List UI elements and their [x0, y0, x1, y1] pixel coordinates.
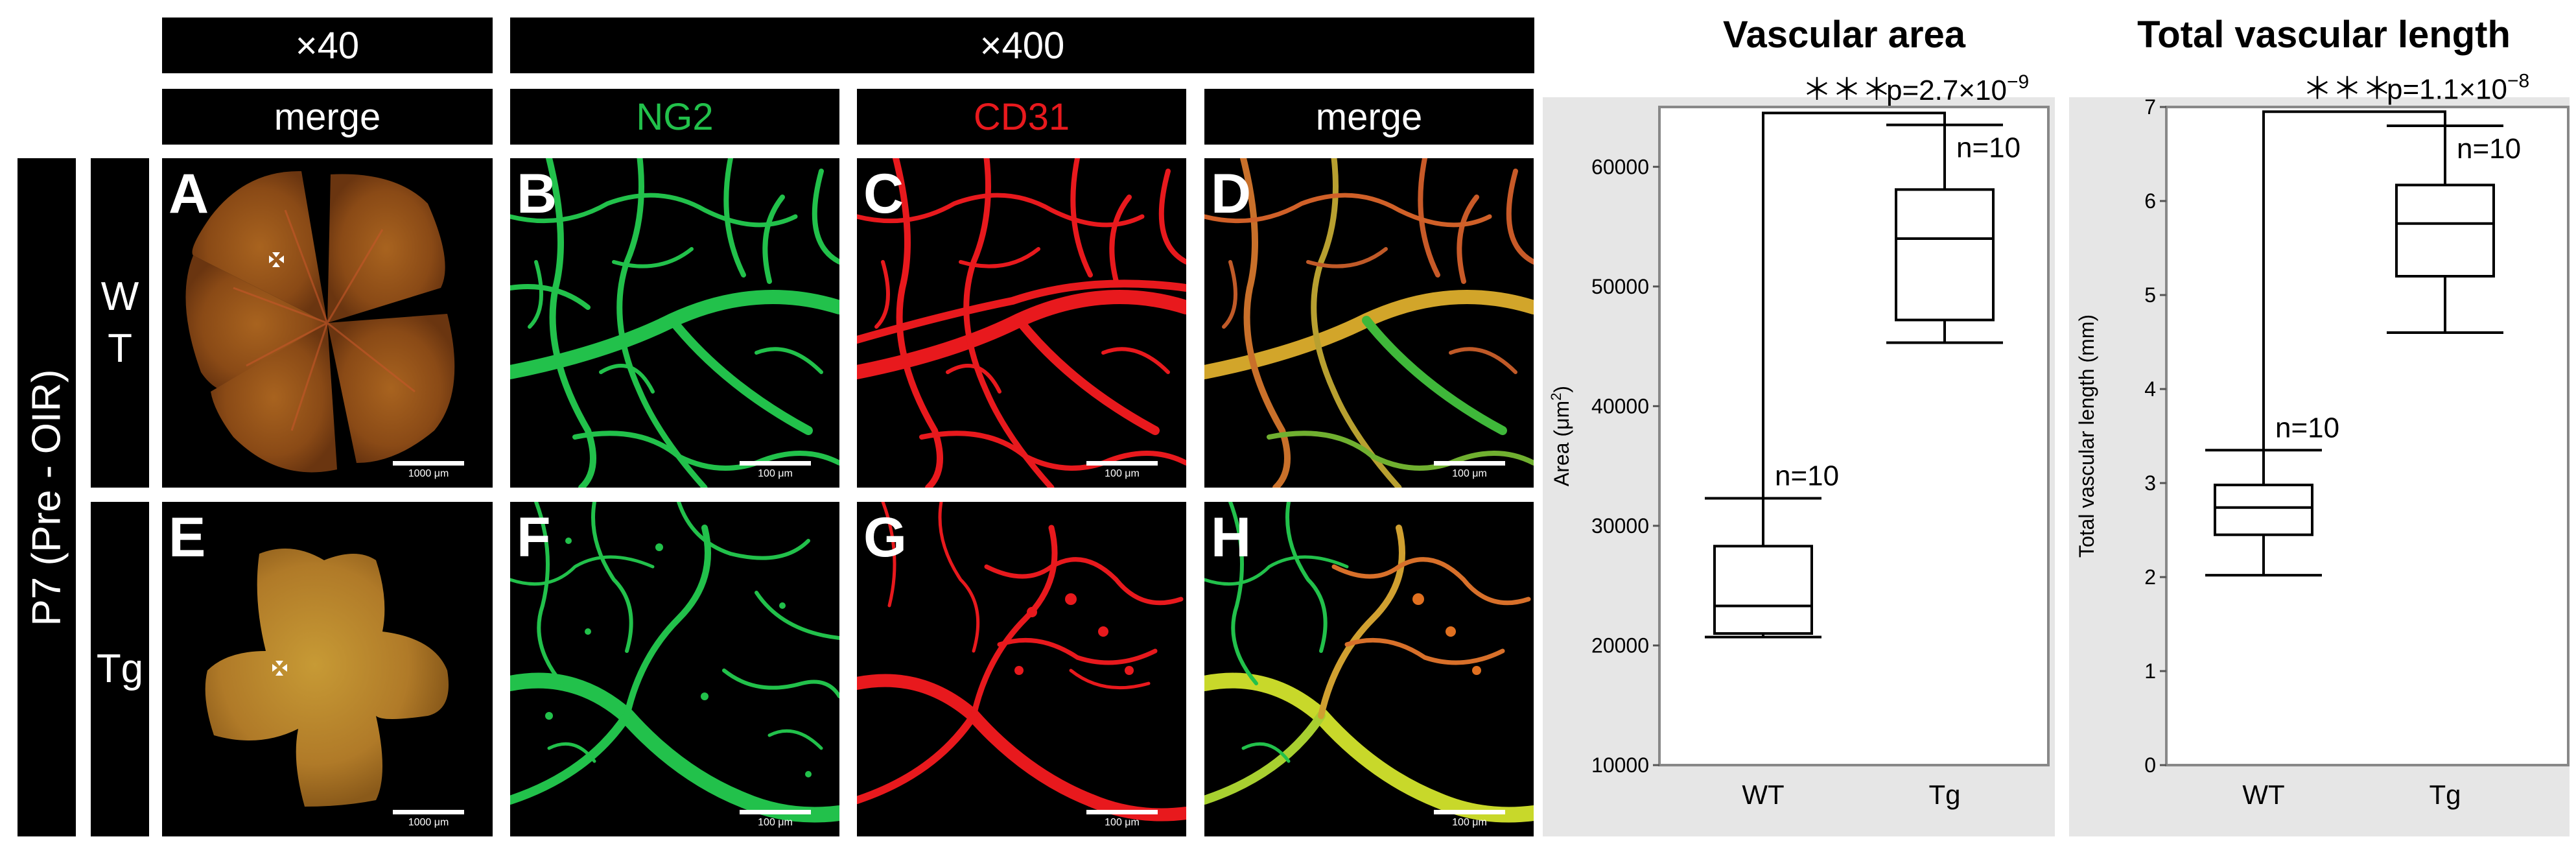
scale-bar-label: 100 μm	[1452, 817, 1487, 828]
row-tg-text: Tg	[96, 646, 144, 691]
col-merge-high-label: merge	[1315, 95, 1423, 138]
n-label: n=10	[2457, 133, 2521, 165]
chart-title-vascular-area: Vascular area	[1722, 14, 1966, 56]
y-tick-label: 5	[2144, 283, 2156, 307]
cd31-wt-image	[857, 158, 1186, 488]
mag-high-label: ×400	[979, 24, 1065, 67]
box-tg	[2395, 183, 2495, 278]
y-tick-label: 40000	[1591, 394, 1649, 418]
y-axis-label: Total vascular length (mm)	[2075, 314, 2098, 558]
column-header-merge-high: merge	[1204, 89, 1534, 145]
y-tick-label: 30000	[1591, 514, 1649, 538]
y-tick-label: 2	[2144, 565, 2156, 589]
y-axis-label: Area (μm2)	[1548, 386, 1573, 486]
x-tick-label: Tg	[2429, 779, 2461, 810]
merge-wt-image	[1204, 158, 1534, 488]
y-tick-label: 50000	[1591, 275, 1649, 298]
scale-bar-label: 1000 μm	[408, 817, 449, 828]
panel-letter-h: H	[1211, 506, 1252, 569]
scale-bar	[1086, 810, 1158, 814]
col-merge-low-label: merge	[274, 95, 381, 138]
ng2-tg-image	[510, 502, 839, 823]
significance-bracket	[2262, 110, 2446, 451]
panel-a: A 1000 μm	[162, 158, 493, 488]
panel-letter-c: C	[863, 163, 904, 225]
y-tick-label: 7	[2144, 95, 2156, 119]
scale-bar	[1434, 810, 1505, 814]
panel-g: G 100 μm	[857, 502, 1186, 836]
scale-bar-label: 100 μm	[758, 817, 793, 828]
retina-tg-image	[205, 549, 449, 807]
col-cd31-label: CD31	[973, 95, 1070, 138]
panel-letter-d: D	[1211, 163, 1252, 225]
scale-bar-label: 100 μm	[1452, 468, 1487, 479]
x-tick-label: WT	[1742, 779, 1784, 810]
chart-title-total-vascular-length: Total vascular length	[2137, 14, 2511, 56]
box-tg	[1895, 188, 1995, 322]
panel-letter-f: F	[517, 506, 551, 569]
scale-bar	[1086, 461, 1158, 466]
n-label: n=10	[2275, 412, 2339, 444]
total-vascular-length-box-plot: 0 1 2 3 4 5 6 7 Total vascular length (mm) n=10 WT…	[2075, 70, 2570, 810]
ng2-wt-image	[510, 158, 839, 488]
row-label-tg: Tg	[91, 502, 149, 836]
panel-letter-g: G	[863, 506, 907, 569]
y-tick-label: 0	[2144, 753, 2156, 777]
y-tick-label: 1	[2144, 659, 2156, 683]
p-value: p=2.7×10−9	[1886, 71, 2029, 106]
row-label-wt: W T	[91, 158, 149, 488]
scale-bar-label: 1000 μm	[408, 468, 449, 479]
plot-area	[2165, 106, 2570, 766]
n-label: n=10	[1956, 132, 2020, 164]
merge-tg-image	[1204, 502, 1534, 823]
scale-bar	[393, 810, 464, 814]
scale-bar-label: 100 μm	[1105, 468, 1140, 479]
scale-bar	[740, 461, 811, 466]
panel-b: B 100 μm	[510, 158, 839, 488]
column-header-cd31: CD31	[857, 89, 1186, 145]
panel-letter-b: B	[517, 163, 557, 225]
panel-letter-e: E	[169, 506, 206, 569]
significance-bracket	[1762, 112, 1946, 499]
col-ng2-label: NG2	[636, 95, 714, 138]
box-wt	[1713, 545, 1813, 635]
magnification-x40-header: ×40	[162, 18, 493, 73]
panel-letter-a: A	[169, 163, 209, 225]
x-tick-label: Tg	[1928, 779, 1960, 810]
panel-h: H 100 μm	[1204, 502, 1534, 836]
scale-bar-label: 100 μm	[758, 468, 793, 479]
significance-stars: ＊＊＊	[1802, 73, 1891, 106]
y-tick-label: 4	[2144, 377, 2156, 401]
mag-low-label: ×40	[295, 24, 360, 67]
panel-e: E 1000 μm	[162, 502, 493, 836]
column-header-merge-low: merge	[162, 89, 493, 145]
n-label: n=10	[1775, 460, 1839, 491]
x-tick-label: WT	[2242, 779, 2284, 810]
row-wt-text: W T	[100, 274, 139, 371]
panel-c: C 100 μm	[857, 158, 1186, 488]
y-tick-label: 20000	[1591, 633, 1649, 657]
scale-bar	[1434, 461, 1505, 466]
condition-label: P7 (Pre - OIR)	[18, 158, 76, 836]
scale-bar	[740, 810, 811, 814]
vascular-area-box-plot: 10000 20000 30000 40000 50000 60000 Area (μm2)…	[1548, 71, 2050, 810]
y-tick-label: 10000	[1591, 753, 1649, 777]
y-tick-label: 60000	[1591, 155, 1649, 178]
condition-text: P7 (Pre - OIR)	[24, 368, 69, 626]
panel-d: D 100 μm	[1204, 158, 1534, 488]
scale-bar	[393, 461, 464, 466]
column-header-ng2: NG2	[510, 89, 839, 145]
y-tick-label: 6	[2144, 189, 2156, 213]
panel-f: F 100 μm	[510, 502, 839, 836]
magnification-x400-header: ×400	[510, 18, 1534, 73]
retina-wt-image	[185, 171, 455, 473]
p-value: p=1.1×10−8	[2387, 70, 2529, 105]
significance-stars: ＊＊＊	[2302, 71, 2392, 105]
box-wt	[2214, 483, 2313, 536]
scale-bar-label: 100 μm	[1105, 817, 1140, 828]
y-tick-label: 3	[2144, 471, 2156, 495]
